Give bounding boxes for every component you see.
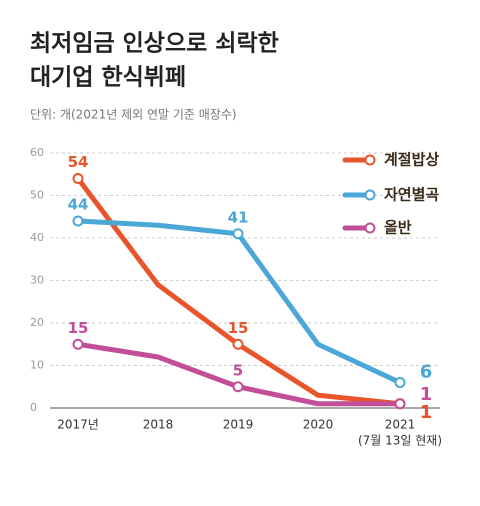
point-marker — [232, 228, 244, 240]
legend-label: 계절밥상 — [384, 151, 439, 169]
y-tick-label: 0 — [30, 401, 37, 414]
chart-title: 최저임금 인상으로 쇠락한 — [30, 31, 279, 57]
legend-marker — [364, 222, 376, 234]
data-label: 15 — [228, 319, 249, 337]
y-tick-label: 50 — [30, 189, 44, 202]
legend-marker — [364, 154, 376, 166]
data-label: 5 — [233, 361, 243, 379]
data-label: 1 — [420, 402, 433, 423]
y-tick-label: 60 — [30, 146, 44, 159]
x-tick-label: 2018 — [143, 418, 174, 432]
y-tick-label: 40 — [30, 231, 44, 244]
y-tick-label: 10 — [30, 359, 44, 372]
point-marker — [394, 377, 406, 388]
point-marker — [394, 398, 406, 410]
chart-subtitle: 단위: 개(2021년 제외 연말 기준 매장수) — [30, 108, 237, 122]
data-label: 54 — [68, 153, 89, 171]
x-tick-label: 2017년 — [57, 418, 99, 432]
point-marker — [232, 381, 244, 393]
x-tick-label: 2019 — [223, 418, 254, 432]
data-label: 1 — [420, 384, 433, 405]
point-marker — [72, 215, 84, 227]
legend-label: 올반 — [384, 219, 412, 237]
data-label: 44 — [68, 196, 89, 214]
data-label: 41 — [228, 208, 249, 226]
legend-marker — [364, 189, 376, 201]
point-marker — [72, 338, 84, 350]
data-label: 6 — [420, 362, 433, 383]
y-tick-label: 20 — [30, 316, 44, 329]
chart-title: 대기업 한식뷔페 — [30, 65, 186, 91]
y-tick-label: 30 — [30, 274, 44, 287]
x-tick-label: 2020 — [303, 418, 334, 432]
point-marker — [232, 338, 244, 350]
x-tick-label: 2021 — [385, 418, 416, 432]
legend-label: 자연별곡 — [384, 186, 439, 204]
x-note: (7월 13일 현재) — [358, 434, 442, 448]
data-label: 15 — [68, 319, 89, 337]
point-marker — [72, 173, 84, 184]
